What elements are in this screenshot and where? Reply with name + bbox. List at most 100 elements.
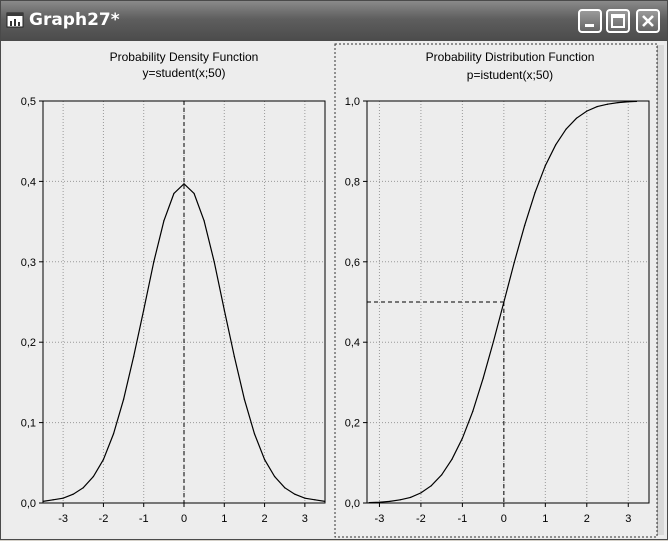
y-tick-label: 0,8 (345, 176, 360, 188)
data-point (461, 437, 463, 439)
data-point (513, 262, 515, 264)
data-point (420, 492, 422, 494)
data-point (62, 497, 64, 499)
x-tick-label: -1 (139, 513, 149, 525)
x-tick-label: 0 (181, 513, 187, 525)
x-tick-label: -2 (416, 513, 426, 525)
data-point (492, 340, 495, 342)
y-tick-label: 0,0 (345, 498, 360, 510)
y-tick-label: 0,1 (21, 418, 36, 430)
x-tick-label: -2 (99, 513, 109, 525)
data-point (635, 100, 638, 103)
data-point (173, 192, 175, 195)
data-point (534, 192, 536, 194)
x-tick-label: 3 (302, 513, 308, 525)
graph-window-icon[interactable] (6, 12, 24, 28)
data-point (143, 309, 145, 311)
x-tick-label: 2 (262, 513, 268, 525)
close-icon (642, 15, 654, 27)
maximize-button[interactable] (606, 9, 630, 33)
y-tick-label: 0,4 (21, 176, 36, 188)
data-point (565, 128, 567, 130)
x-tick-label: -3 (58, 513, 68, 525)
data-point (544, 165, 546, 167)
minimize-button[interactable] (578, 9, 602, 33)
data-point (193, 192, 195, 195)
data-point (617, 102, 619, 104)
data-point (606, 103, 609, 105)
y-tick-label: 0,0 (21, 498, 36, 510)
right-chart-title: Probability Distribution Function (425, 50, 595, 64)
data-point (122, 398, 125, 400)
data-point (213, 261, 215, 263)
data-point (42, 500, 44, 502)
data-point (482, 377, 484, 379)
data-point (472, 410, 474, 412)
data-point (368, 501, 370, 504)
y-tick-label: 0,4 (345, 337, 360, 349)
data-point (163, 220, 165, 222)
left-chart-subtitle: y=student(x;50) (142, 66, 226, 80)
data-point (430, 485, 432, 487)
data-point (627, 101, 629, 103)
data-point (503, 301, 505, 303)
y-tick-label: 0,2 (345, 418, 360, 430)
data-point (378, 501, 381, 503)
left-chart-title: Probability Density Function (109, 50, 259, 64)
data-point (203, 220, 205, 222)
right-chart-subtitle: p=istudent(x;50) (466, 68, 554, 82)
y-tick-label: 0,6 (345, 257, 360, 269)
data-point (223, 309, 225, 311)
data-point (324, 500, 326, 502)
data-point (575, 117, 578, 119)
data-point (183, 183, 185, 185)
data-point (441, 474, 443, 476)
data-point (92, 475, 94, 478)
data-point (153, 261, 155, 263)
title-bar[interactable]: Graph27* (1, 1, 667, 41)
data-point (389, 500, 391, 502)
data-point (596, 106, 598, 108)
data-point (133, 356, 135, 358)
y-tick-label: 0,3 (21, 257, 36, 269)
y-tick-label: 0,2 (21, 337, 36, 349)
x-tick-label: 3 (625, 513, 631, 525)
x-tick-label: -1 (457, 513, 467, 525)
data-point (294, 493, 296, 495)
maximize-icon (611, 14, 625, 28)
data-point (82, 487, 84, 489)
data-point (243, 398, 246, 400)
data-point (112, 433, 115, 435)
data-point (102, 458, 105, 461)
data-point (52, 499, 54, 501)
distribution-chart[interactable]: -3 -2 -1 0 1 2 3 0,0 0,2 0,4 0,6 0,8 1,0 (345, 96, 650, 525)
x-tick-label: 0 (501, 513, 507, 525)
x-tick-label: 1 (542, 513, 548, 525)
data-point (399, 499, 401, 501)
data-point (304, 497, 306, 499)
data-point (523, 225, 526, 227)
data-point (284, 487, 286, 489)
data-point (253, 433, 256, 435)
x-tick-label: 2 (584, 513, 590, 525)
data-point (233, 356, 235, 358)
data-point (274, 475, 276, 478)
data-point (451, 458, 453, 460)
data-point (555, 144, 557, 146)
selected-graph-frame (334, 43, 658, 538)
x-tick-label: -3 (375, 513, 385, 525)
data-point (72, 493, 74, 495)
graph-area (4, 41, 664, 537)
window-title: Graph27* (29, 10, 120, 30)
close-button[interactable] (636, 9, 660, 33)
data-point (409, 496, 412, 498)
data-point (586, 110, 588, 112)
y-tick-label: 1,0 (345, 96, 360, 108)
minimize-icon (585, 24, 594, 27)
density-chart[interactable]: -3 -2 -1 0 1 2 3 0,0 0,1 0,2 0,3 0,4 0,5 (21, 96, 326, 525)
x-tick-label: 1 (221, 513, 227, 525)
data-point (314, 499, 316, 501)
y-tick-label: 0,5 (21, 96, 36, 108)
